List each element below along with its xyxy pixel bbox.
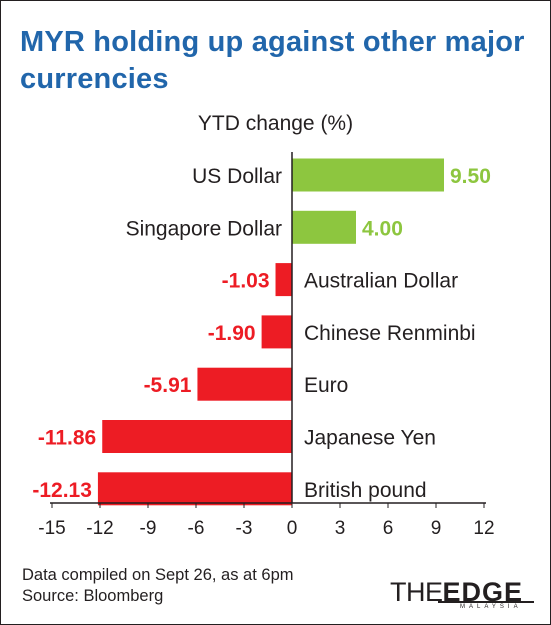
x-tick-label: -15: [38, 518, 65, 539]
category-label: US Dollar: [192, 165, 282, 188]
x-tick-label: 6: [383, 518, 394, 539]
x-tick-label: -3: [236, 518, 253, 539]
bar: [261, 315, 292, 349]
footnote-source: Source: Bloomberg: [22, 587, 164, 605]
data-label: -1.90: [208, 322, 256, 345]
the-edge-logo: THEEDGE MALAYSIA: [390, 577, 540, 613]
bar: [275, 263, 292, 297]
footnote-compiled: Data compiled on Sept 26, as at 6pm: [22, 566, 294, 584]
bar: [197, 367, 292, 401]
data-label: -1.03: [222, 270, 270, 293]
logo-the-text: THE: [390, 577, 443, 607]
x-tick-label: 12: [473, 518, 494, 539]
data-label: -5.91: [144, 374, 192, 397]
bar: [97, 472, 292, 506]
x-tick-label: 0: [287, 518, 298, 539]
logo-underline: [438, 601, 534, 603]
bar: [292, 158, 444, 192]
x-tick-label: -6: [188, 518, 205, 539]
x-tick-label: -9: [140, 518, 157, 539]
category-label: Japanese Yen: [304, 427, 436, 450]
logo-malaysia-text: MALAYSIA: [460, 604, 522, 610]
chart-subtitle: YTD change (%): [197, 112, 354, 135]
x-tick-label: 3: [335, 518, 346, 539]
x-tick-label: 9: [431, 518, 442, 539]
category-label: Euro: [304, 374, 348, 397]
footnote: Data compiled on Sept 26, as at 6pm Sour…: [22, 565, 294, 607]
x-tick-label: -12: [86, 518, 113, 539]
category-label: British pound: [304, 479, 427, 502]
category-label: Singapore Dollar: [126, 217, 282, 240]
bar: [292, 210, 356, 244]
category-label: Chinese Renminbi: [304, 322, 476, 345]
data-label: -11.86: [38, 427, 96, 450]
chart-title: MYR holding up against other major curre…: [20, 26, 525, 95]
data-label: 4.00: [362, 217, 403, 240]
bar: [102, 420, 293, 453]
data-label: 9.50: [450, 165, 491, 188]
data-label: -12.13: [32, 479, 92, 502]
category-label: Australian Dollar: [304, 270, 458, 293]
